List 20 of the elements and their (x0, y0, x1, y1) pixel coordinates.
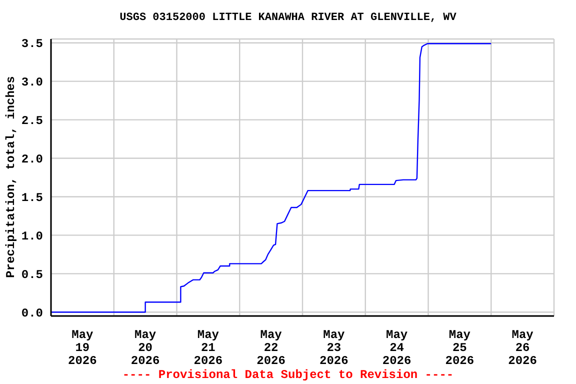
x-tick-label: May 19 2026 (68, 328, 97, 368)
y-tick-label: 0.0 (21, 306, 43, 320)
y-tick-label: 2.0 (21, 152, 43, 167)
x-tick-label: May 25 2026 (445, 328, 474, 368)
x-tick-label: May 20 2026 (130, 328, 160, 368)
x-tick-label: May 24 2026 (382, 328, 412, 368)
x-tick-label: May 21 2026 (194, 328, 223, 368)
line-series (51, 43, 492, 313)
y-tick-label: 1.0 (21, 229, 43, 244)
y-tick-label: 0.5 (21, 268, 43, 282)
y-tick-label: 1.5 (21, 190, 43, 205)
y-tick-label: 3.5 (21, 37, 43, 52)
y-tick-label: 2.5 (21, 114, 43, 128)
x-tick-label: May 26 2026 (508, 328, 537, 368)
text: ---- Provisional Data Subject to Revision ---- (121, 368, 455, 382)
x-tick-label: May 23 2026 (320, 328, 348, 368)
y-axis-title: Precipitation, total, inches (4, 76, 18, 278)
chart-title: USGS 03152000 LITTLE KANAWHA RIVER AT GLENVILLE, WV (118, 12, 458, 24)
x-tick-label: May 22 2026 (256, 328, 286, 368)
y-tick-label: 3.0 (21, 76, 43, 90)
